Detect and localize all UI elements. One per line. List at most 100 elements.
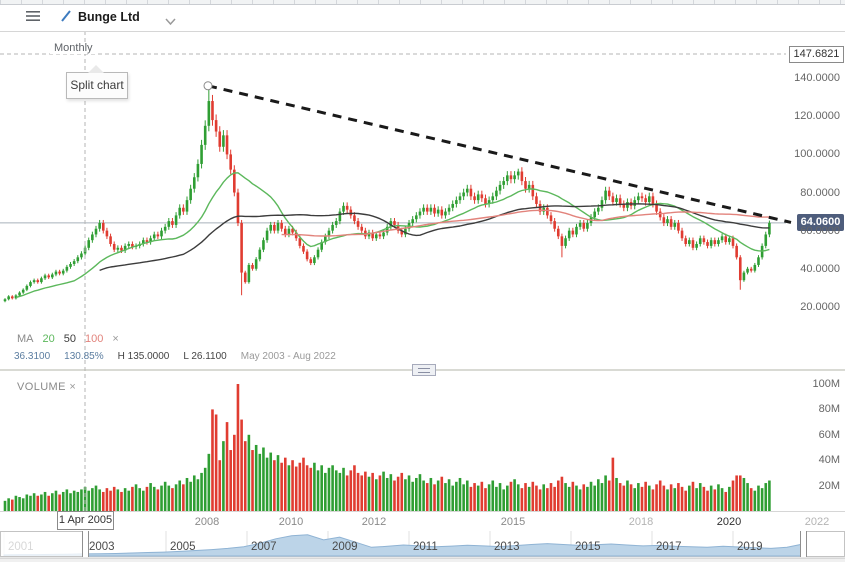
- candle-body: [728, 238, 731, 243]
- volume-bar: [524, 483, 527, 511]
- volume-bar: [72, 490, 76, 511]
- year-tick-label: 2020: [716, 516, 742, 528]
- candle-body: [709, 240, 713, 246]
- last-price-badge: 64.0600: [797, 214, 844, 231]
- candle-body: [196, 163, 200, 178]
- candle-body: [269, 224, 273, 231]
- candle-body: [211, 101, 214, 121]
- volume-bar: [207, 453, 211, 511]
- volume-bar: [666, 489, 669, 511]
- symbol-title[interactable]: Bunge Ltd: [78, 10, 140, 24]
- candle-body: [189, 188, 192, 201]
- candle-body: [691, 240, 695, 248]
- volume-bar: [644, 481, 647, 511]
- volume-close-icon[interactable]: ×: [69, 381, 77, 393]
- volume-bar: [3, 500, 7, 511]
- candle-body: [706, 242, 709, 246]
- volume-bar: [444, 483, 447, 511]
- volume-bar: [14, 495, 18, 511]
- horizontal-scrollbar[interactable]: [0, 558, 845, 562]
- candle-body: [749, 268, 753, 271]
- candle-body: [640, 196, 644, 199]
- candle-body: [123, 245, 127, 251]
- candle-body: [367, 232, 371, 237]
- candle-body: [658, 211, 662, 218]
- candle-body: [571, 230, 575, 235]
- candle-body: [768, 222, 771, 235]
- candle-body: [7, 296, 10, 300]
- navigator-right-mask[interactable]: [806, 531, 845, 557]
- volume-bar: [43, 491, 47, 511]
- volume-bar: [717, 484, 720, 511]
- volume-bar: [32, 493, 36, 511]
- menu-icon[interactable]: [26, 9, 41, 28]
- candle-body: [695, 243, 698, 248]
- volume-bar: [120, 491, 123, 511]
- navigator-year-label: 2005: [170, 541, 196, 553]
- candle-body: [480, 194, 484, 199]
- pencil-icon[interactable]: [60, 9, 73, 28]
- volume-bar: [440, 476, 444, 511]
- volume-bar: [749, 488, 753, 511]
- candle-body: [185, 200, 189, 212]
- volume-bar: [54, 490, 58, 511]
- candle-body: [142, 240, 145, 244]
- trendline[interactable]: [207, 84, 792, 224]
- volume-bar: [91, 488, 94, 511]
- year-tick-label: 2018: [628, 516, 654, 528]
- volume-bar: [131, 486, 134, 511]
- volume-bar: [611, 457, 615, 511]
- volume-bar: [240, 419, 243, 511]
- candle-body: [120, 247, 123, 251]
- navigator-left-mask[interactable]: [0, 531, 86, 557]
- candle-body: [484, 198, 487, 204]
- pane-resize-handle[interactable]: [412, 364, 436, 376]
- candle-body: [415, 215, 418, 220]
- candle-body: [247, 264, 251, 283]
- candle-body: [40, 278, 43, 283]
- volume-bar: [94, 485, 98, 511]
- candle-body: [101, 223, 105, 231]
- candle-body: [506, 175, 509, 182]
- volume-tick-label: 80M: [818, 403, 840, 416]
- volume-bar: [356, 472, 360, 511]
- ma-period-50[interactable]: 50: [63, 333, 76, 345]
- volume-tick-label: 60M: [818, 428, 840, 441]
- navigator-right-handle[interactable]: [800, 531, 807, 557]
- volume-bar: [338, 472, 342, 511]
- candle-body: [593, 211, 596, 218]
- volume-bar: [10, 499, 14, 511]
- volume-bar: [371, 472, 374, 511]
- ma-period-20[interactable]: 20: [42, 333, 55, 345]
- candle-body: [575, 226, 578, 235]
- candle-body: [458, 196, 462, 201]
- ma-period-100[interactable]: 100: [85, 333, 104, 345]
- volume-bar: [123, 488, 127, 511]
- volume-bar: [364, 471, 367, 511]
- volume-bar: [145, 486, 149, 511]
- candle-body: [713, 240, 717, 244]
- navigator-area[interactable]: [3, 534, 804, 557]
- volume-bar: [36, 495, 40, 511]
- candle-body: [51, 274, 54, 278]
- volume-bar: [316, 470, 320, 511]
- volume-bar: [709, 485, 713, 511]
- candle-body: [214, 120, 218, 132]
- candle-body: [149, 238, 152, 243]
- trendline-anchor[interactable]: [203, 81, 213, 91]
- candle-body: [764, 234, 768, 246]
- candle-body: [688, 240, 691, 244]
- candle-body: [294, 232, 298, 239]
- candle-body: [334, 221, 338, 225]
- volume-bar: [174, 484, 178, 511]
- volume-bar: [178, 480, 182, 511]
- navigator-left-handle[interactable]: [82, 531, 89, 557]
- volume-bar: [516, 484, 520, 511]
- volume-bar: [254, 444, 258, 511]
- candle-body: [283, 228, 287, 235]
- candle-body: [586, 223, 589, 229]
- candle-body: [673, 223, 677, 227]
- ma-close-icon[interactable]: ×: [112, 333, 119, 345]
- chevron-down-icon[interactable]: [165, 13, 176, 31]
